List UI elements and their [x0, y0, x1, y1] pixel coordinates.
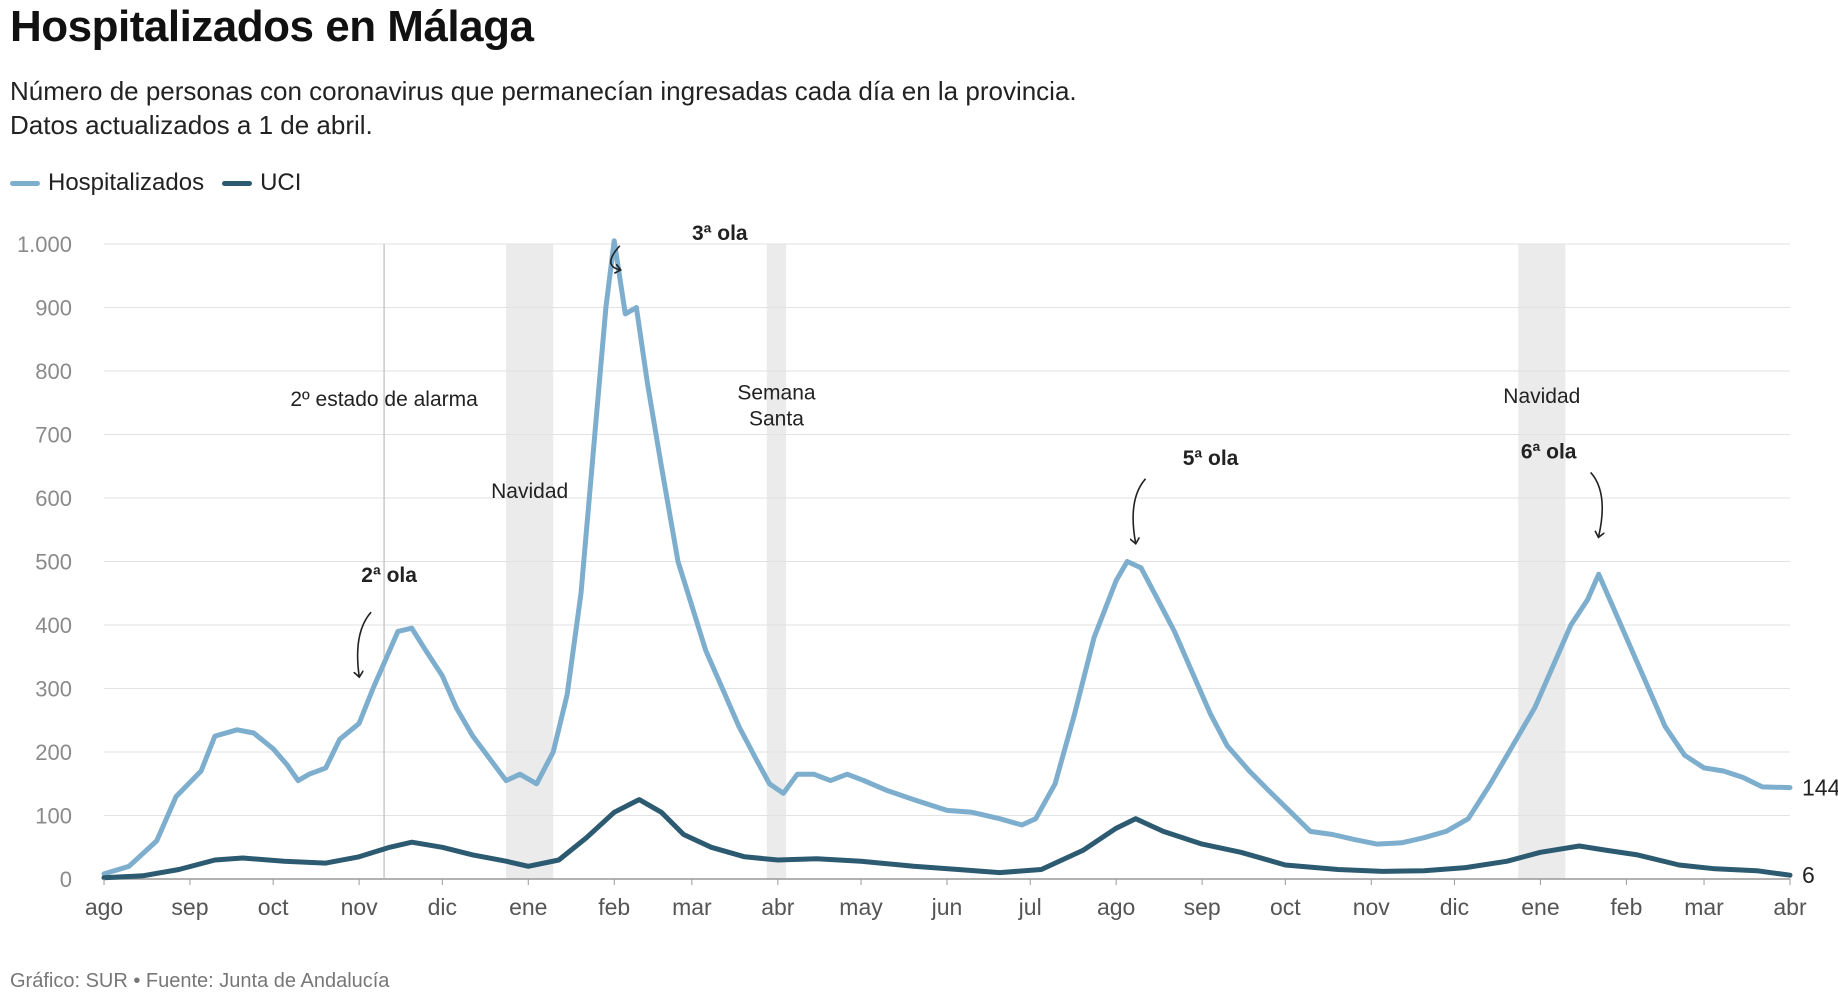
x-tick-label: nov — [341, 894, 379, 920]
y-tick-label: 300 — [35, 677, 72, 702]
x-tick-label: ene — [1521, 894, 1559, 920]
x-tick-label: oct — [1270, 894, 1301, 920]
y-tick-label: 900 — [35, 296, 72, 321]
y-tick-label: 0 — [60, 867, 72, 892]
wave-annotation-label: 6ª ola — [1521, 440, 1577, 463]
legend-swatch-uci — [222, 180, 253, 186]
legend-item-uci: UCI — [222, 169, 301, 197]
y-tick-label: 100 — [35, 804, 72, 829]
x-tick-label: nov — [1353, 894, 1391, 920]
x-tick-label: abr — [1773, 894, 1807, 920]
x-tick-label: abr — [761, 894, 795, 920]
x-tick-label: jul — [1018, 894, 1042, 920]
y-tick-label: 200 — [35, 740, 72, 765]
annotation-arrow — [1590, 471, 1603, 536]
x-tick-label: ago — [85, 894, 123, 920]
legend-label-uci: UCI — [260, 169, 302, 196]
x-tick-label: oct — [258, 894, 289, 920]
wave-annotation-label: 2ª ola — [361, 564, 417, 587]
legend-item-hospitalizados: Hospitalizados — [10, 169, 204, 197]
y-tick-label: 700 — [35, 423, 72, 448]
x-tick-label: mar — [672, 894, 712, 920]
chart-footer: Gráfico: SUR • Fuente: Junta de Andalucí… — [10, 970, 390, 992]
x-tick-label: ago — [1097, 894, 1135, 920]
x-tick-label: dic — [428, 894, 457, 920]
shaded-period-label: Navidad — [1503, 385, 1580, 408]
shaded-period-label: Navidad — [491, 480, 568, 503]
x-tick-label: dic — [1440, 894, 1469, 920]
y-tick-label: 400 — [35, 613, 72, 638]
legend-swatch-hospitalizados — [10, 180, 40, 186]
shaded-period-label: Semana Santa — [737, 382, 816, 431]
end-label: 144 — [1802, 775, 1838, 801]
subtitle-line-2: Datos actualizados a 1 de abril. — [10, 110, 373, 140]
x-tick-label: feb — [1610, 894, 1642, 920]
y-tick-label: 500 — [35, 550, 72, 575]
x-tick-label: sep — [1184, 894, 1221, 920]
wave-annotation-label: 3ª ola — [692, 222, 748, 245]
end-label: 6 — [1802, 862, 1815, 888]
y-tick-label: 600 — [35, 486, 72, 511]
subtitle-line-1: Número de personas con coronavirus que p… — [10, 76, 1077, 106]
x-tick-label: may — [839, 894, 883, 920]
x-tick-label: ene — [509, 894, 547, 920]
x-tick-label: jun — [931, 894, 963, 920]
line-chart: 2º estado de alarma Navidad Semana Santa Nav… — [17, 222, 1838, 920]
series-line-hospitalizados — [101, 238, 1793, 877]
wave-annotation-label: 5ª ola — [1183, 447, 1239, 470]
chart-subtitle: Número de personas con coronavirus que p… — [10, 74, 1510, 142]
series-line-uci — [101, 797, 1793, 881]
annotation-arrow — [609, 245, 620, 270]
vertical-marker-label: 2º estado de alarma — [290, 388, 478, 411]
x-tick-label: sep — [171, 894, 208, 920]
x-tick-label: feb — [598, 894, 630, 920]
legend: Hospitalizados UCI — [10, 169, 319, 197]
y-tick-label: 800 — [35, 359, 72, 384]
annotation-arrow — [1133, 478, 1147, 543]
x-tick-label: mar — [1684, 894, 1724, 920]
chart-title: Hospitalizados en Málaga — [10, 2, 534, 51]
y-tick-label: 1.000 — [17, 232, 72, 257]
annotation-arrow — [358, 611, 372, 676]
legend-label-hospitalizados: Hospitalizados — [48, 169, 205, 196]
